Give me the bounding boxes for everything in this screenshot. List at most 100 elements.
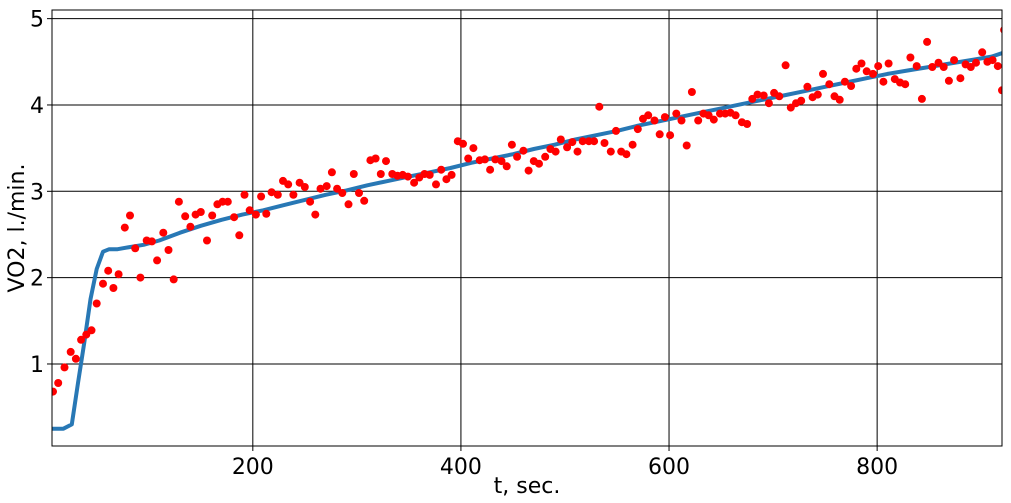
data-point xyxy=(694,116,703,125)
data-point xyxy=(174,197,183,206)
data-point xyxy=(273,190,282,199)
x-axis-label: t, sec. xyxy=(494,474,561,499)
data-point xyxy=(879,77,888,86)
data-point xyxy=(459,139,467,148)
data-point xyxy=(672,109,681,118)
data-point xyxy=(551,147,560,156)
data-point xyxy=(513,152,522,161)
data-point xyxy=(803,82,812,91)
data-point xyxy=(753,90,762,99)
data-point xyxy=(169,275,178,284)
data-point xyxy=(906,53,915,62)
data-point xyxy=(709,115,718,124)
data-point xyxy=(972,58,980,67)
data-point xyxy=(835,95,844,104)
data-point xyxy=(322,182,331,191)
data-point xyxy=(153,256,162,265)
data-point xyxy=(956,74,965,83)
data-point xyxy=(159,228,168,237)
x-tick-label: 200 xyxy=(232,455,274,480)
data-point xyxy=(104,266,113,275)
data-point xyxy=(519,146,528,155)
data-point xyxy=(862,67,871,76)
data-point xyxy=(917,94,926,103)
data-point xyxy=(186,222,195,231)
data-point xyxy=(682,141,691,150)
data-point xyxy=(502,162,511,171)
y-tick-label: 3 xyxy=(30,180,44,205)
data-point xyxy=(606,147,615,156)
data-point xyxy=(99,279,107,288)
data-point xyxy=(66,347,75,356)
data-point xyxy=(52,387,57,396)
data-point xyxy=(912,62,921,71)
data-point xyxy=(1006,89,1011,97)
data-point xyxy=(786,103,795,112)
data-point xyxy=(595,102,604,111)
data-point xyxy=(376,170,385,178)
data-point xyxy=(432,180,440,189)
data-point xyxy=(998,86,1002,95)
y-tick-label: 5 xyxy=(30,8,44,33)
data-point xyxy=(469,144,478,153)
data-point xyxy=(410,178,419,187)
x-axis-ticks: 200 400 600 800 xyxy=(232,446,898,480)
data-point xyxy=(622,150,631,159)
data-point xyxy=(743,120,752,128)
data-point xyxy=(164,246,173,254)
data-point xyxy=(1000,26,1002,34)
data-point xyxy=(267,188,276,197)
data-point xyxy=(327,168,336,177)
data-point xyxy=(666,131,675,140)
data-point xyxy=(223,197,232,206)
y-axis-ticks: 1 2 3 4 5 xyxy=(30,8,52,378)
data-point xyxy=(944,76,953,85)
data-point xyxy=(677,116,686,125)
data-point xyxy=(573,147,582,156)
data-point xyxy=(147,237,156,246)
data-point xyxy=(371,154,380,163)
data-point xyxy=(650,116,659,125)
data-point xyxy=(306,197,315,206)
data-point xyxy=(759,91,768,100)
data-point xyxy=(447,170,456,179)
data-point xyxy=(840,77,849,86)
data-point xyxy=(764,99,773,108)
data-point xyxy=(60,363,69,372)
data-point xyxy=(300,183,309,191)
data-point xyxy=(208,211,217,220)
data-point xyxy=(797,96,806,105)
data-point xyxy=(344,200,353,209)
data-point xyxy=(245,206,254,215)
fitted-curve-layer xyxy=(52,51,1002,431)
data-point xyxy=(120,223,129,232)
data-point xyxy=(257,192,266,201)
data-point xyxy=(731,111,740,120)
data-point xyxy=(825,80,834,89)
data-point xyxy=(382,157,390,166)
data-point xyxy=(660,113,669,122)
data-point xyxy=(92,299,101,308)
data-point xyxy=(524,166,533,175)
data-point xyxy=(87,326,96,335)
data-point xyxy=(874,62,883,71)
data-point xyxy=(869,69,877,78)
data-point xyxy=(480,155,489,164)
data-point xyxy=(541,152,550,161)
data-point xyxy=(196,208,205,216)
data-point xyxy=(578,137,587,146)
plot-frame xyxy=(51,9,1003,447)
data-point xyxy=(568,138,577,147)
data-point xyxy=(311,210,320,219)
data-point xyxy=(978,48,987,57)
data-point xyxy=(600,139,609,147)
data-point xyxy=(775,92,784,101)
data-point xyxy=(928,63,937,71)
y-axis-label: VO2, l./min. xyxy=(5,164,30,293)
data-point xyxy=(338,189,347,197)
data-point xyxy=(77,335,86,344)
data-point xyxy=(988,56,997,65)
data-point xyxy=(535,159,543,168)
data-point xyxy=(993,62,1002,71)
data-point xyxy=(181,212,190,221)
